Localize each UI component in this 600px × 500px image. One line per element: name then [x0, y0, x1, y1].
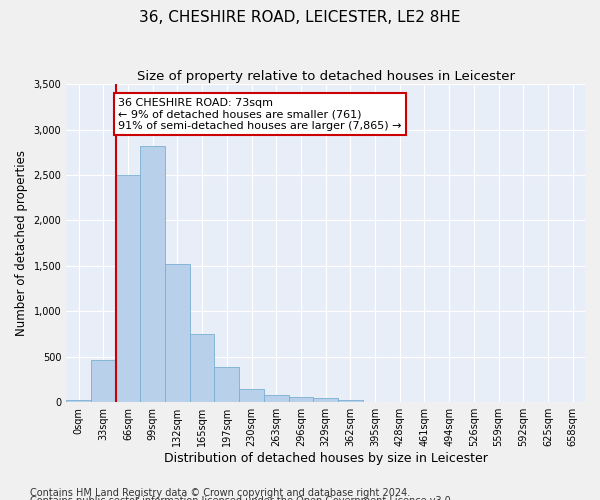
- Bar: [239, 390, 264, 402]
- Text: Contains HM Land Registry data © Crown copyright and database right 2024.: Contains HM Land Registry data © Crown c…: [30, 488, 410, 498]
- Bar: [140, 146, 165, 402]
- Bar: [214, 367, 239, 402]
- Text: 36, CHESHIRE ROAD, LEICESTER, LE2 8HE: 36, CHESHIRE ROAD, LEICESTER, LE2 8HE: [139, 10, 461, 25]
- Bar: [91, 360, 116, 402]
- X-axis label: Distribution of detached houses by size in Leicester: Distribution of detached houses by size …: [164, 452, 488, 465]
- Bar: [289, 397, 313, 402]
- Text: 36 CHESHIRE ROAD: 73sqm
← 9% of detached houses are smaller (761)
91% of semi-de: 36 CHESHIRE ROAD: 73sqm ← 9% of detached…: [118, 98, 401, 131]
- Bar: [264, 396, 289, 402]
- Bar: [190, 334, 214, 402]
- Bar: [338, 400, 362, 402]
- Bar: [313, 398, 338, 402]
- Bar: [165, 264, 190, 402]
- Bar: [66, 400, 91, 402]
- Title: Size of property relative to detached houses in Leicester: Size of property relative to detached ho…: [137, 70, 515, 83]
- Y-axis label: Number of detached properties: Number of detached properties: [15, 150, 28, 336]
- Bar: [116, 175, 140, 402]
- Text: Contains public sector information licensed under the Open Government Licence v3: Contains public sector information licen…: [30, 496, 454, 500]
